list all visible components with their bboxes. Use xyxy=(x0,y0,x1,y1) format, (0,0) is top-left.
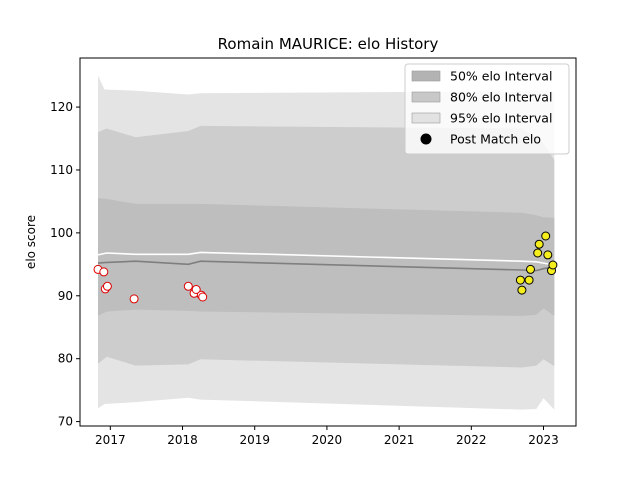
post-match-point-3 xyxy=(102,281,112,291)
x-tick-label-5: 2022 xyxy=(456,433,487,447)
y-tick-label-0: 70 xyxy=(58,415,73,429)
post-match-point-15 xyxy=(534,239,544,249)
x-tick-label-3: 2020 xyxy=(312,433,343,447)
legend-label-0: 50% elo Interval xyxy=(450,69,552,84)
legend-marker-3 xyxy=(420,133,432,145)
post-match-point-17 xyxy=(543,250,553,260)
x-tick-label-0: 2017 xyxy=(95,433,126,447)
x-tick-label-4: 2021 xyxy=(384,433,415,447)
chart-title: Romain MAURICE: elo History xyxy=(218,35,439,53)
legend-swatch-2 xyxy=(411,112,441,124)
post-match-point-13 xyxy=(526,264,535,274)
y-tick-label-1: 80 xyxy=(58,352,73,366)
legend-swatch-1 xyxy=(411,91,441,103)
median-line xyxy=(97,251,555,266)
y-tick-label-4: 110 xyxy=(50,163,73,177)
post-match-point-9 xyxy=(198,292,208,302)
y-tick-label-2: 90 xyxy=(58,289,73,303)
post-match-point-14 xyxy=(533,248,543,258)
axes: 2017 2018 2019 2020 2021 2022 2023 70 80 90 100 110… xyxy=(50,57,577,447)
legend: 50% elo Interval 80% elo Interval 95% elo … xyxy=(404,63,570,155)
mean-line xyxy=(97,260,555,272)
post-match-point-12 xyxy=(524,275,534,285)
y-tick-label-3: 100 xyxy=(50,226,73,240)
post-match-point-16 xyxy=(541,231,551,241)
post-match-point-11 xyxy=(517,285,527,295)
x-tick-label-2: 2019 xyxy=(239,433,270,447)
legend-label-2: 95% elo Interval xyxy=(450,111,552,126)
post-match-point-10 xyxy=(515,275,525,285)
y-tick-label-5: 120 xyxy=(50,100,73,114)
x-tick-label-6: 2023 xyxy=(528,433,559,447)
post-match-point-1 xyxy=(99,267,109,277)
post-match-point-19 xyxy=(548,260,558,270)
legend-label-1: 80% elo Interval xyxy=(450,90,552,105)
plot-area xyxy=(93,75,558,410)
y-axis-label: elo score xyxy=(24,215,38,269)
legend-swatch-0 xyxy=(411,70,441,82)
x-tick-label-1: 2018 xyxy=(167,433,198,447)
post-match-point-7 xyxy=(191,285,201,294)
legend-label-3: Post Match elo xyxy=(450,132,541,147)
post-match-point-5 xyxy=(183,281,193,291)
interval-band-2 xyxy=(98,198,555,316)
post-match-point-4 xyxy=(129,294,139,304)
legend-box xyxy=(404,63,570,155)
axes-frame xyxy=(79,57,577,427)
